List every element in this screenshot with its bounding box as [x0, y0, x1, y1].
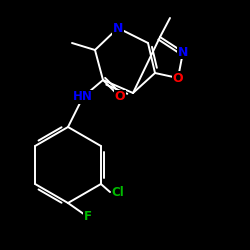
- Text: O: O: [173, 72, 183, 85]
- Text: Cl: Cl: [112, 186, 124, 198]
- Text: F: F: [84, 210, 92, 224]
- Text: N: N: [178, 46, 188, 59]
- Text: N: N: [113, 22, 123, 35]
- Text: O: O: [115, 90, 125, 104]
- Text: HN: HN: [73, 90, 93, 104]
